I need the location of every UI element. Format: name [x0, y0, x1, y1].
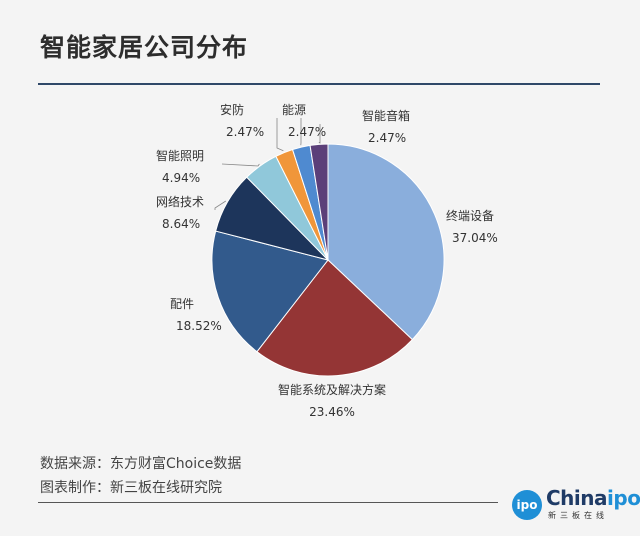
- slice-value-label: 18.52%: [176, 319, 222, 333]
- slice-label: 安防: [220, 102, 244, 117]
- data-source-note: 数据来源：东方财富Choice数据: [40, 456, 242, 472]
- chart-title: 智能家居公司分布: [40, 33, 249, 62]
- slice-value-label: 37.04%: [452, 231, 498, 245]
- slice-label: 能源: [282, 103, 306, 117]
- footer-divider: [38, 502, 498, 503]
- pie-slice: [211, 230, 329, 353]
- slice-value-label: 23.46%: [309, 405, 355, 419]
- logo-word-main: China: [546, 486, 608, 510]
- slice-label: 终端设备: [446, 208, 494, 223]
- pie-slice: [309, 143, 329, 261]
- slice-label: 配件: [170, 297, 194, 311]
- slice-label: 智能照明: [156, 148, 204, 163]
- slice-value-label: 4.94%: [162, 171, 200, 185]
- slice-label: 网络技术: [156, 194, 204, 209]
- slice-value-label: 2.47%: [368, 131, 406, 145]
- slice-label: 智能音箱: [362, 108, 410, 123]
- slice-value-label: 8.64%: [162, 217, 200, 231]
- chart-maker-note: 图表制作：新三板在线研究院: [40, 480, 222, 496]
- leader-line: [221, 163, 260, 167]
- leader-line: [214, 200, 227, 210]
- slice-value-label: 2.47%: [226, 125, 264, 139]
- title-divider: [38, 83, 600, 85]
- pie-slice: [327, 143, 445, 341]
- leader-line: [276, 118, 284, 152]
- logo-wordmark: Chinaipo: [546, 486, 640, 510]
- slice-label: 智能系统及解决方案: [278, 382, 386, 397]
- logo-subtitle: 新三板在线: [548, 511, 608, 520]
- pie-slice: [256, 259, 414, 377]
- logo-word-accent: ipo: [607, 486, 640, 510]
- chinaipo-logo: ipo Chinaipo 新三板在线: [508, 484, 640, 524]
- leader-line: [318, 124, 321, 144]
- logo-badge: ipo: [512, 490, 542, 520]
- slice-value-label: 2.47%: [288, 125, 326, 139]
